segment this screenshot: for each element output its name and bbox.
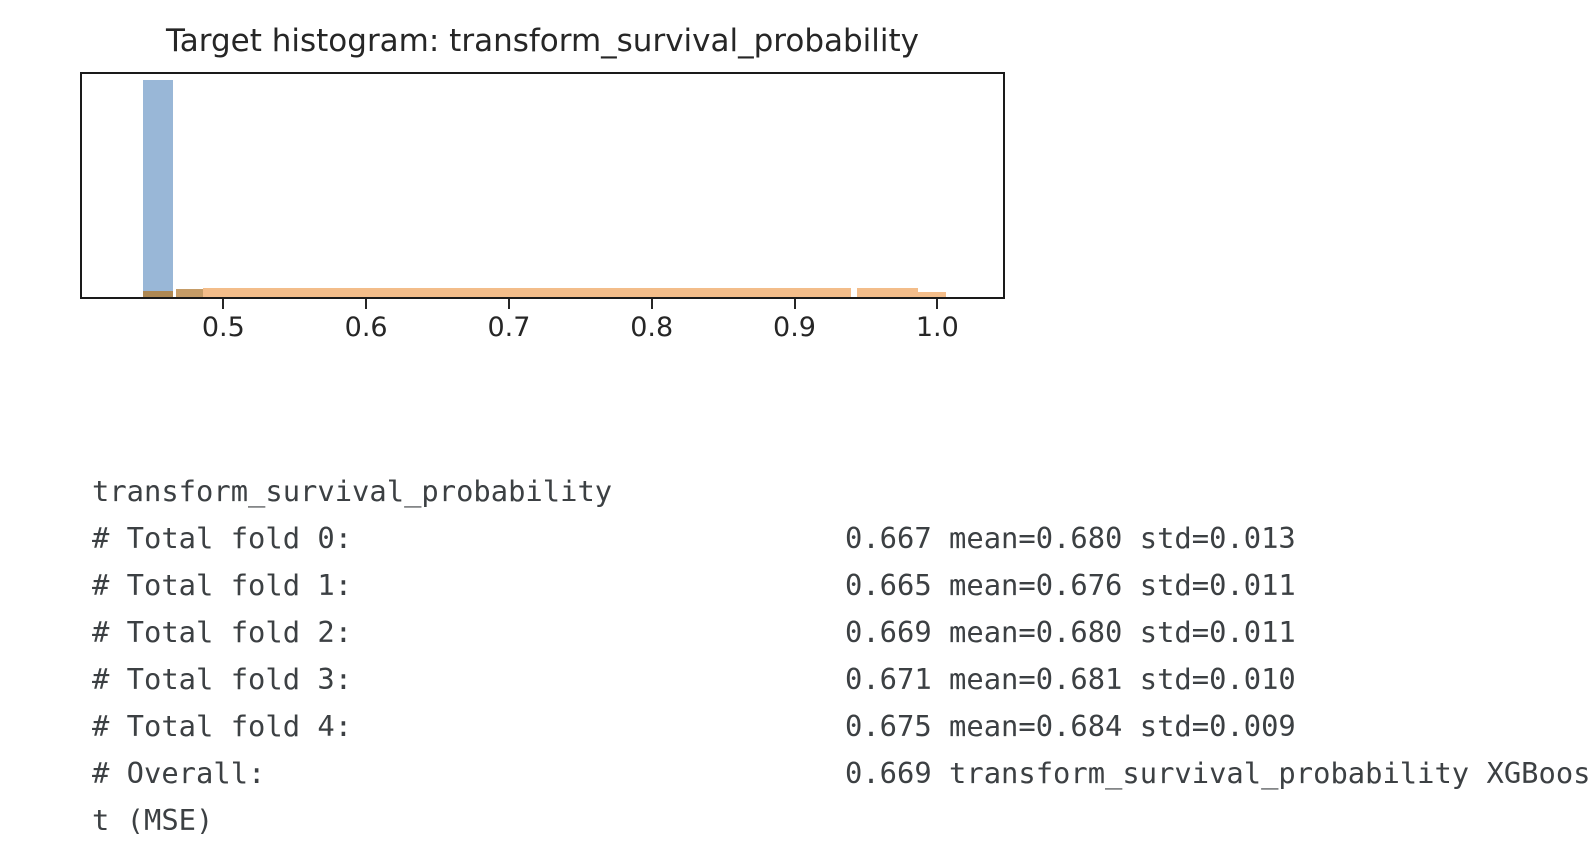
console-feature-name: transform_survival_probability <box>92 474 613 508</box>
x-tick-mark <box>936 299 939 309</box>
console-stat-row: # Total fold 2: 0.669 mean=0.680 std=0.01… <box>92 609 1590 656</box>
x-tick-mark <box>793 299 796 309</box>
console-stat-row: # Total fold 0: 0.667 mean=0.680 std=0.01… <box>92 515 1590 562</box>
console-row-value: 0.665 mean=0.676 std=0.011 <box>845 568 1296 602</box>
console-row-label: # Overall: <box>92 756 266 790</box>
console-row-label: # Total fold 2: <box>92 615 353 649</box>
x-tick-mark <box>365 299 368 309</box>
console-row-value: 0.667 mean=0.680 std=0.013 <box>845 521 1296 555</box>
chart-title: Target histogram: transform_survival_pro… <box>165 23 920 59</box>
x-tick-label: 1.0 <box>915 312 959 343</box>
histogram-bar-orange-band <box>918 292 946 297</box>
x-tick-label: 0.8 <box>630 312 674 343</box>
x-tick-label: 0.5 <box>201 312 245 343</box>
target-histogram-figure: Target histogram: transform_survival_pro… <box>0 0 1060 360</box>
x-tick-label: 0.7 <box>487 312 531 343</box>
console-stat-row: # Total fold 3: 0.671 mean=0.681 std=0.01… <box>92 656 1590 703</box>
console-row-label: # Total fold 4: <box>92 709 353 743</box>
console-row-label: # Total fold 1: <box>92 568 353 602</box>
console-row-label: # Total fold 3: <box>92 662 353 696</box>
x-axis: 0.5 0.6 0.7 0.8 0.9 1.0 <box>82 299 1003 359</box>
console-row-value: 0.669 transform_survival_probability XGB… <box>92 756 1590 837</box>
histogram-bar-orange-band <box>856 288 919 297</box>
console-row-value: 0.675 mean=0.684 std=0.009 <box>845 709 1296 743</box>
console-row-value: 0.671 mean=0.681 std=0.010 <box>845 662 1296 696</box>
x-tick-label: 0.6 <box>344 312 388 343</box>
console-stat-row: # Overall: 0.669 transform_survival_proba… <box>92 750 1590 844</box>
plot-area <box>80 72 1005 299</box>
console-row-label: # Total fold 0: <box>92 521 353 555</box>
histogram-bar-overlap <box>143 291 174 297</box>
histogram-bar-blue-spike <box>143 80 174 297</box>
console-row-value: 0.669 mean=0.680 std=0.011 <box>845 615 1296 649</box>
x-tick-label: 0.9 <box>773 312 816 343</box>
x-tick-mark <box>222 299 225 309</box>
histogram-bar-orange-band <box>203 288 851 297</box>
x-tick-mark <box>650 299 653 309</box>
console-output: transform_survival_probability # Total f… <box>92 468 1590 844</box>
histogram-bar-overlap <box>175 289 204 297</box>
console-stat-row: # Total fold 4: 0.675 mean=0.684 std=0.00… <box>92 703 1590 750</box>
x-tick-mark <box>507 299 510 309</box>
console-stat-row: # Total fold 1: 0.665 mean=0.676 std=0.01… <box>92 562 1590 609</box>
